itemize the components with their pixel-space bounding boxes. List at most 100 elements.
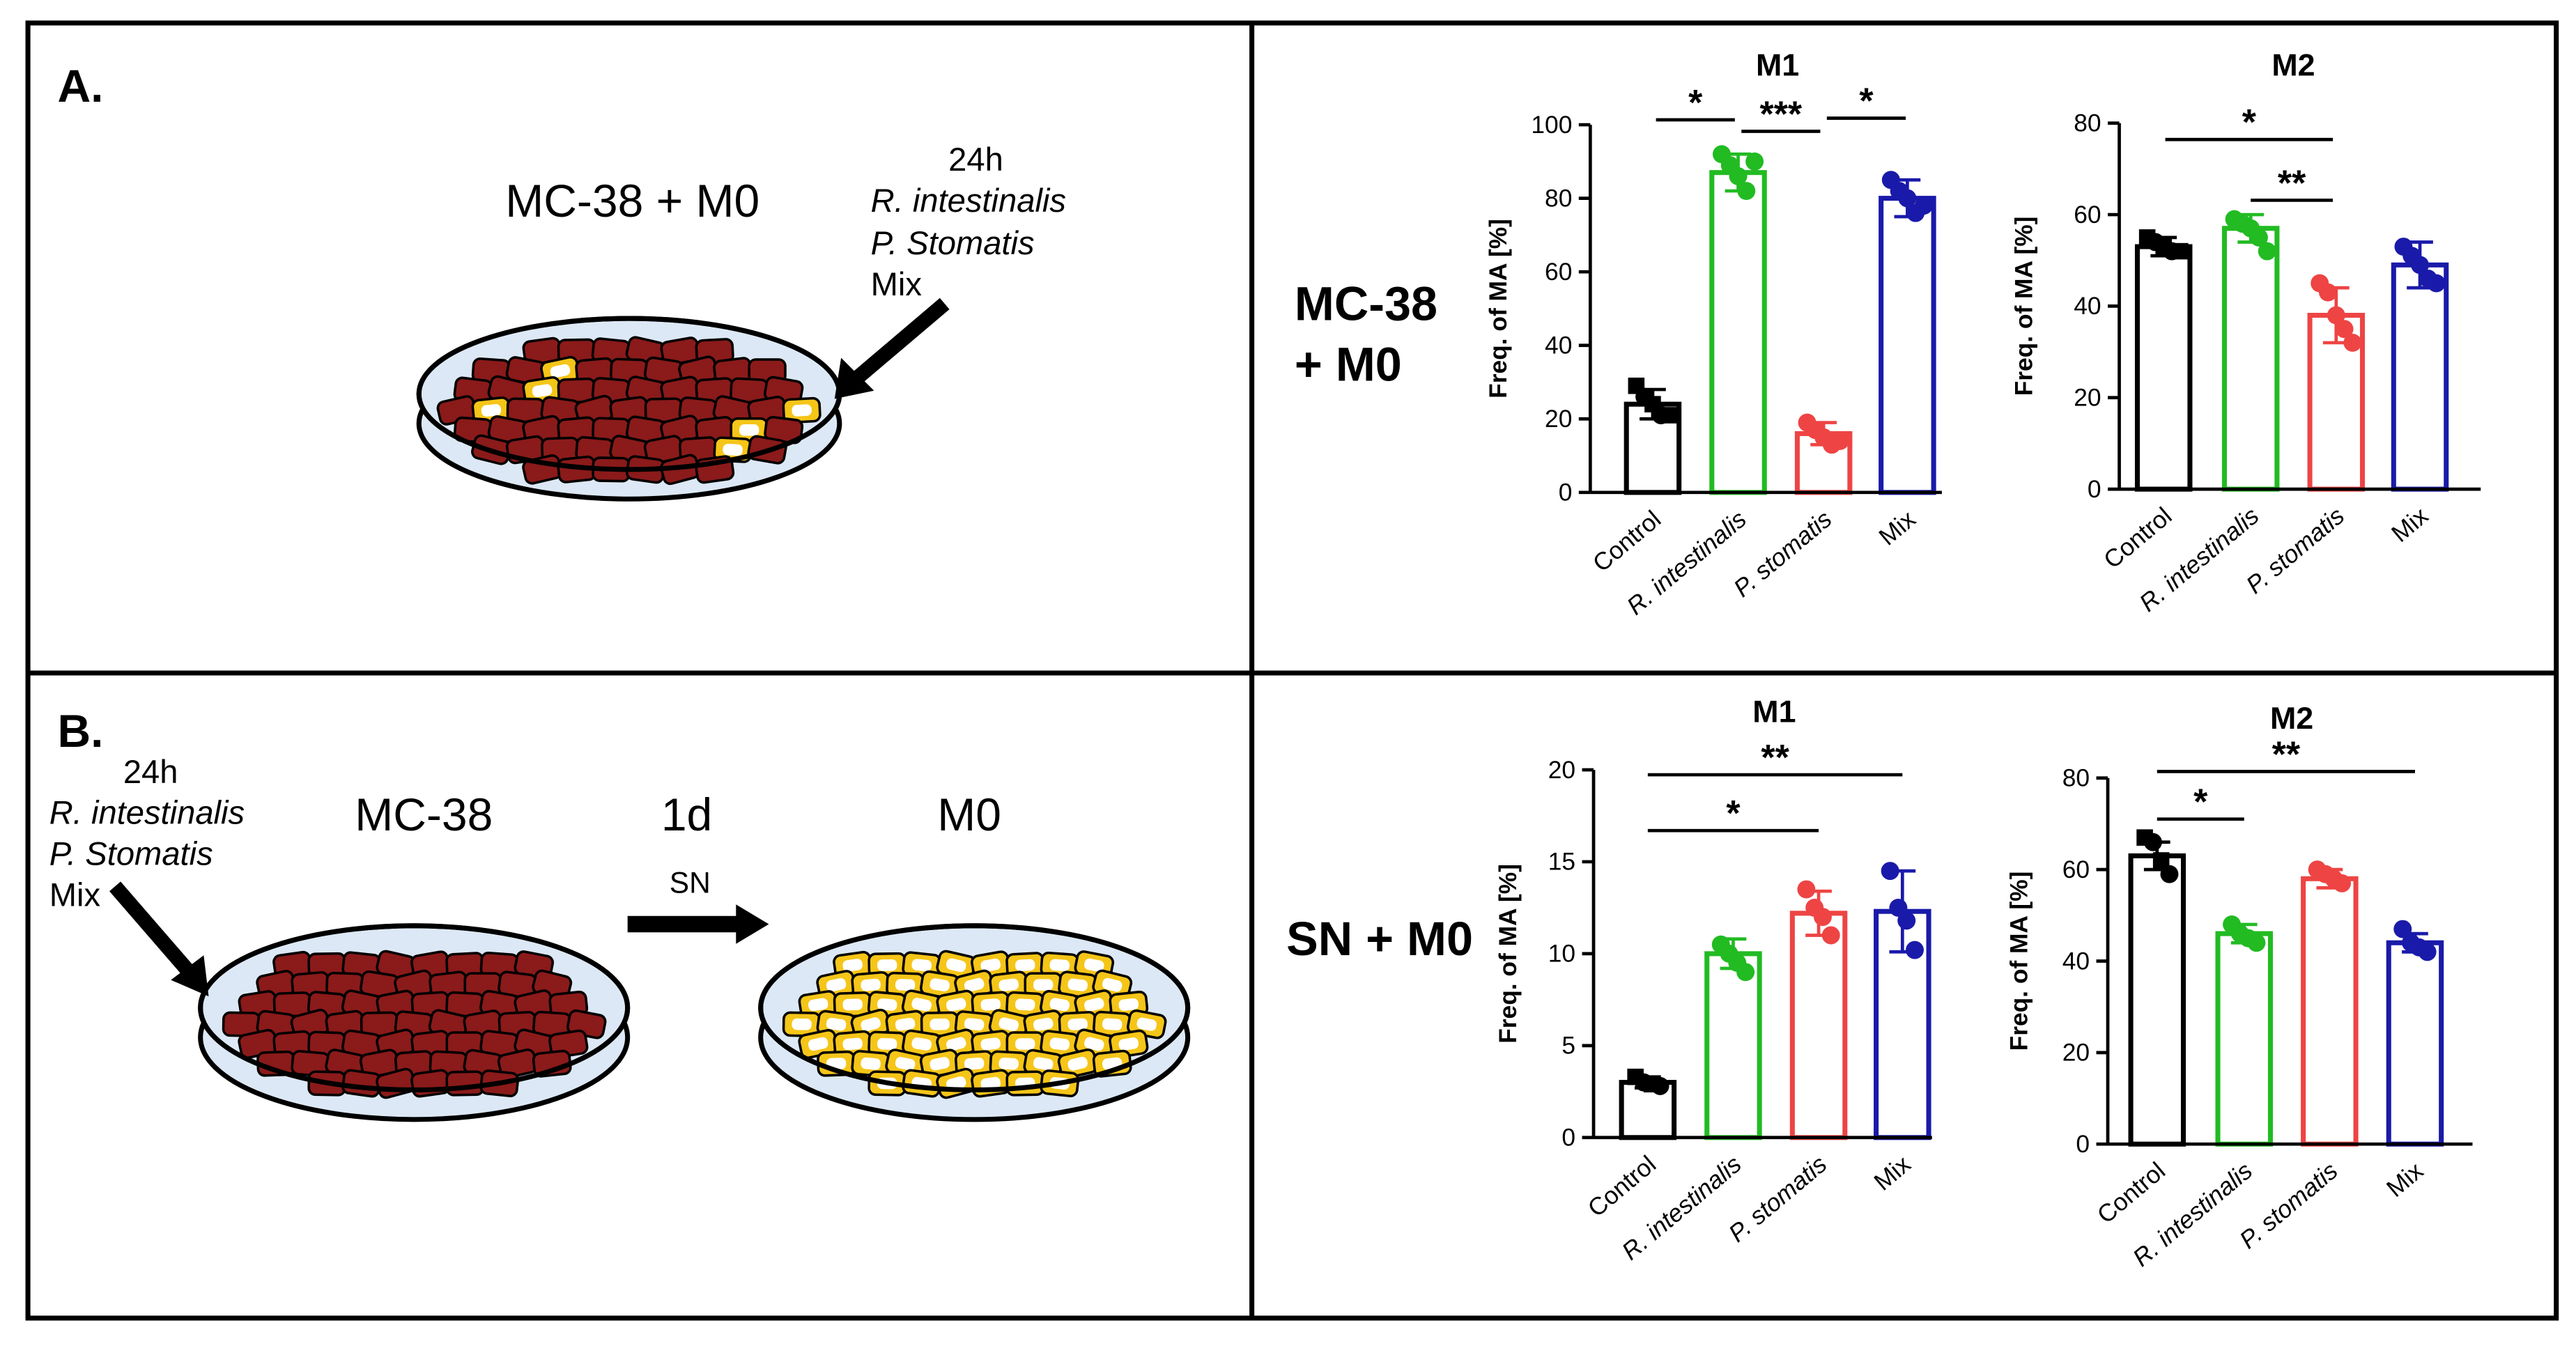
cell-core	[930, 978, 950, 991]
cell-core	[1118, 1037, 1139, 1051]
x-tick-label: Mix	[2386, 502, 2433, 548]
cell	[445, 1070, 485, 1097]
significance-label: *	[2242, 102, 2257, 142]
cell	[341, 1069, 382, 1098]
data-point	[2160, 865, 2179, 883]
cell-core	[998, 1058, 1019, 1070]
y-tick-label: 40	[2062, 947, 2090, 975]
data-point	[1737, 182, 1756, 201]
significance-label: *	[1688, 82, 1703, 123]
data-point	[2393, 920, 2412, 938]
bar	[1879, 196, 1936, 495]
cell-core	[998, 978, 1019, 991]
arrows	[109, 297, 950, 997]
cell-core	[826, 977, 847, 992]
cell-core	[1049, 998, 1070, 1012]
data-point	[1651, 1076, 1669, 1095]
cell-core	[1084, 958, 1104, 972]
dish-rim	[198, 923, 631, 1092]
y-tick-label: 15	[1548, 849, 1575, 876]
data-point	[2152, 852, 2170, 869]
cell-core	[911, 998, 932, 1012]
cell-core	[1015, 959, 1035, 972]
data-point	[1898, 189, 1917, 208]
arrow	[109, 881, 195, 977]
data-point	[2258, 242, 2276, 261]
significance-label: *	[1859, 81, 1874, 121]
cell-core	[481, 404, 502, 417]
y-tick-label: 20	[1545, 405, 1572, 433]
row-label: SN + M0	[1286, 913, 1473, 966]
cell-core	[1136, 1017, 1157, 1031]
cell-core	[946, 1076, 966, 1091]
cell-core	[911, 959, 932, 972]
data-point	[1729, 167, 1748, 185]
data-point	[1897, 911, 1916, 930]
bar	[1709, 170, 1767, 495]
cell-core	[1049, 1037, 1070, 1051]
cell-core	[877, 998, 897, 1011]
significance-label: **	[2272, 734, 2301, 774]
x-tick-label: Mix	[1874, 505, 1920, 550]
cell-core	[895, 979, 916, 991]
significance-label: *	[1726, 793, 1741, 833]
data-point	[2319, 283, 2337, 302]
arrow-head	[834, 357, 874, 399]
cell-core	[1084, 1037, 1104, 1051]
treatment-time: 24h	[948, 141, 1003, 178]
y-tick-label: 20	[1548, 757, 1575, 784]
arrow-head	[171, 955, 209, 997]
data-point	[2427, 274, 2446, 293]
y-tick-label: 0	[1559, 479, 1573, 506]
x-tick-label: Control	[1588, 506, 1666, 578]
cell-core	[1067, 1018, 1088, 1030]
data-point	[1797, 880, 1816, 899]
cell-core	[946, 958, 966, 973]
cell-core	[964, 1018, 985, 1031]
cell-core	[808, 998, 828, 1012]
data-point	[2143, 833, 2162, 851]
significance-label: ***	[1760, 93, 1803, 134]
y-tick-label: 80	[2062, 765, 2090, 792]
cell-core	[877, 959, 897, 971]
treatment-item: P. Stomatis	[871, 224, 1035, 261]
treatment-time: 24h	[123, 753, 178, 790]
treatment-item: P. Stomatis	[49, 835, 213, 872]
cell-core	[739, 424, 759, 436]
treatment-item: R. intestinalis	[49, 794, 245, 831]
bar	[2128, 853, 2186, 1147]
data-point	[2333, 874, 2351, 892]
panel-label: A.	[58, 60, 104, 111]
x-tick-label: Control	[1583, 1150, 1661, 1222]
cell-core	[930, 1057, 950, 1071]
y-axis-label: Freq. of MA [%]	[2011, 217, 2038, 396]
cell-core	[980, 998, 1001, 1011]
significance-label: **	[2278, 162, 2306, 203]
transfer-time: 1d	[661, 789, 712, 840]
cell-core	[1033, 1057, 1054, 1071]
data-point	[1830, 431, 1849, 450]
bar	[2391, 262, 2449, 492]
cell-core	[1033, 1017, 1054, 1031]
dish-label: MC-38 + M0	[505, 175, 759, 226]
y-axis-label: Freq. of MA [%]	[1495, 864, 1522, 1044]
cell-core	[1033, 979, 1054, 991]
y-tick-label: 5	[1561, 1032, 1575, 1060]
data-point	[2327, 306, 2345, 325]
petri-dish	[198, 923, 631, 1122]
bar	[2134, 244, 2193, 492]
significance-label: *	[2193, 782, 2208, 822]
cell-core	[1015, 1038, 1035, 1050]
petri-dish	[758, 923, 1191, 1122]
cell-core	[842, 1037, 863, 1051]
y-tick-label: 60	[2062, 856, 2090, 883]
data-point	[1736, 963, 1755, 982]
data-point	[2247, 934, 2266, 952]
y-tick-label: 0	[2076, 1131, 2090, 1158]
cell-core	[946, 998, 966, 1012]
cell-core	[550, 364, 571, 378]
panel-label: B.	[58, 705, 104, 757]
data-point	[2418, 943, 2437, 961]
y-tick-label: 60	[2074, 201, 2101, 229]
